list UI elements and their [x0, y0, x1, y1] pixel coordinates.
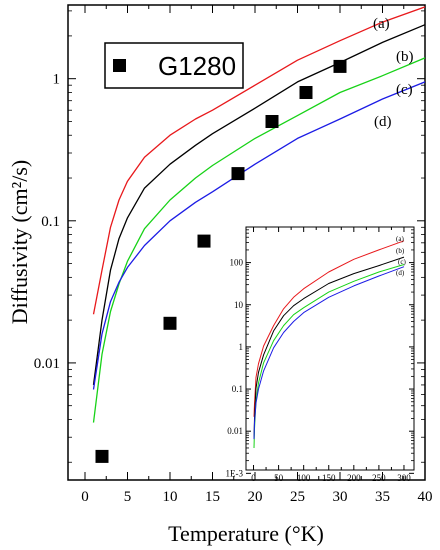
- main-curves: [92, 6, 425, 423]
- y-tick-label: 0.1: [41, 214, 60, 230]
- x-tick-label: 10: [163, 489, 178, 505]
- inset-axis-ticks: 0 50 100 150 200 250 300 1E-3 0.01 0.1 1 10 100: [226, 227, 414, 483]
- y-tick-label: 1: [239, 342, 244, 352]
- series-line: [92, 81, 425, 390]
- main-scatter-points: [95, 59, 347, 463]
- x-axis-title: Temperature (°K): [168, 521, 324, 546]
- series-label: (c): [398, 258, 406, 266]
- series-line: [253, 266, 405, 440]
- data-point: [265, 115, 279, 128]
- y-axis-title: Diffusivity (cm²/s): [7, 160, 32, 324]
- series-label: (b): [396, 247, 405, 255]
- y-tick-label: 0.01: [227, 426, 243, 436]
- y-tick-label: 0.1: [232, 384, 243, 394]
- inset-curve-labels: (a) (b) (c) (d): [396, 235, 406, 277]
- series-line: [253, 256, 405, 438]
- x-tick-label: 250: [372, 473, 386, 483]
- x-tick-label: 300: [397, 473, 411, 483]
- y-tick-label: 1: [53, 72, 61, 88]
- y-tick-label: 100: [230, 258, 244, 268]
- x-tick-label: 0: [81, 489, 89, 505]
- data-point: [163, 316, 177, 330]
- x-tick-label: 20: [248, 489, 263, 505]
- x-tick-label: 100: [297, 473, 311, 483]
- series-label: (d): [374, 114, 392, 130]
- data-point: [197, 234, 211, 248]
- legend-box: [104, 42, 244, 89]
- x-tick-label: 35: [375, 489, 390, 505]
- x-tick-label: 5: [124, 489, 132, 505]
- data-point: [95, 449, 109, 463]
- y-tick-label: 1E-3: [226, 468, 244, 478]
- inset-curves: [253, 240, 405, 449]
- x-tick-label: 50: [274, 473, 284, 483]
- x-tick-label: 40: [418, 489, 433, 505]
- series-line: [92, 6, 425, 315]
- series-label: (d): [396, 269, 405, 277]
- main-axis-ticks: 0 5 10 15 20 25 30 35 400.010.11: [34, 5, 433, 505]
- y-tick-label: 10: [234, 300, 244, 310]
- series-label: (a): [396, 235, 404, 243]
- x-tick-label: 150: [322, 473, 336, 483]
- data-point: [231, 167, 245, 181]
- x-tick-label: 200: [347, 473, 361, 483]
- series-label: (b): [396, 49, 414, 65]
- series-label: (a): [373, 16, 390, 32]
- data-point: [333, 59, 347, 73]
- series-line: [253, 240, 405, 417]
- series-line: [92, 57, 425, 423]
- x-tick-label: 30: [333, 489, 348, 505]
- main-plot: 0 5 10 15 20 25 30 35 400.010.11 (a)(b)(c)(d): [34, 4, 433, 505]
- inset-background: [246, 227, 414, 470]
- data-point: [299, 86, 313, 99]
- x-tick-label: 25: [290, 489, 305, 505]
- legend: G1280: [104, 42, 244, 89]
- x-tick-label: 15: [205, 489, 220, 505]
- legend-label: G1280: [158, 51, 236, 81]
- y-tick-label: 0.01: [34, 356, 60, 372]
- x-tick-label: 0: [251, 473, 256, 483]
- series-line: [92, 24, 425, 385]
- main-curve-labels: (a) (b) (c)(d): [373, 16, 414, 130]
- legend-marker: [113, 59, 126, 72]
- series-label: (c): [396, 82, 413, 98]
